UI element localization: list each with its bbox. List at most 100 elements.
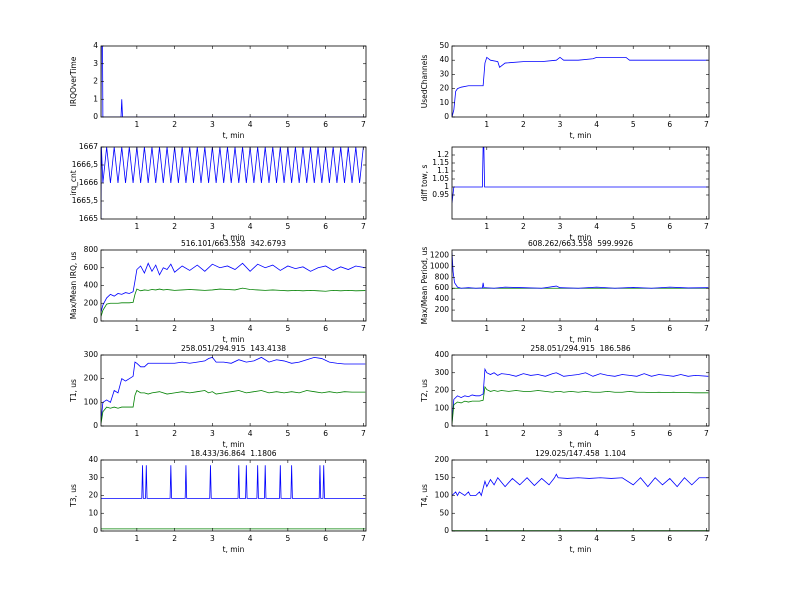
y-tick-label: 0 bbox=[444, 526, 449, 535]
y-axis-label: T3, us bbox=[69, 484, 78, 508]
x-tick-label: 6 bbox=[667, 324, 672, 333]
series-line bbox=[101, 465, 366, 499]
x-tick-label: 2 bbox=[172, 324, 177, 333]
x-tick-label: 7 bbox=[361, 120, 366, 129]
x-tick-label: 4 bbox=[248, 222, 253, 231]
x-tick-label: 6 bbox=[323, 534, 328, 543]
axes-box bbox=[451, 249, 710, 322]
x-tick-label: 1 bbox=[484, 120, 489, 129]
x-tick-label: 7 bbox=[704, 324, 709, 333]
x-axis-label: t, min bbox=[223, 131, 245, 140]
x-tick-label: 3 bbox=[558, 120, 563, 129]
y-tick-label: 200 bbox=[435, 386, 450, 395]
x-tick-label: 5 bbox=[285, 120, 290, 129]
y-tick-label: 300 bbox=[84, 350, 99, 359]
y-tick-label: 100 bbox=[435, 403, 450, 412]
y-tick-label: 300 bbox=[435, 368, 450, 377]
x-tick-label: 4 bbox=[248, 120, 253, 129]
x-tick-label: 7 bbox=[704, 534, 709, 543]
x-tick-label: 6 bbox=[323, 324, 328, 333]
x-tick-label: 2 bbox=[172, 120, 177, 129]
x-tick-label: 5 bbox=[631, 429, 636, 438]
x-tick-label: 3 bbox=[558, 222, 563, 231]
x-tick-label: 2 bbox=[172, 222, 177, 231]
y-axis-label: IRQOverTime bbox=[69, 56, 78, 106]
y-tick-label: 1 bbox=[444, 182, 449, 191]
x-tick-label: 4 bbox=[594, 324, 599, 333]
series-line bbox=[101, 287, 366, 317]
y-tick-label: 3 bbox=[93, 59, 98, 68]
x-tick-label: 3 bbox=[210, 429, 215, 438]
chart-title: 258.051/294.915 186.586 bbox=[530, 344, 631, 353]
x-axis-label: t, min bbox=[570, 131, 592, 140]
y-axis-label: T2, us bbox=[420, 379, 429, 403]
series-line bbox=[101, 147, 364, 219]
y-tick-label: 400 bbox=[435, 294, 450, 303]
axes-box bbox=[100, 354, 367, 427]
y-tick-label: 1665 bbox=[79, 214, 98, 223]
x-tick-label: 5 bbox=[631, 120, 636, 129]
x-tick-label: 7 bbox=[704, 429, 709, 438]
y-tick-label: 0 bbox=[93, 421, 98, 430]
x-tick-label: 4 bbox=[248, 534, 253, 543]
y-tick-label: 1.05 bbox=[432, 174, 449, 183]
x-tick-label: 2 bbox=[172, 534, 177, 543]
x-tick-label: 2 bbox=[521, 324, 526, 333]
x-tick-label: 5 bbox=[631, 324, 636, 333]
y-tick-label: 0 bbox=[444, 421, 449, 430]
x-tick-label: 6 bbox=[667, 534, 672, 543]
series-line bbox=[452, 252, 709, 289]
y-tick-label: 40 bbox=[88, 455, 98, 464]
y-tick-label: 1200 bbox=[430, 250, 449, 259]
x-tick-label: 1 bbox=[484, 324, 489, 333]
series-line bbox=[101, 389, 366, 424]
y-tick-label: 800 bbox=[435, 272, 450, 281]
y-tick-label: 0.95 bbox=[432, 190, 449, 199]
y-tick-label: 100 bbox=[435, 491, 450, 500]
x-tick-label: 4 bbox=[594, 120, 599, 129]
axes-box bbox=[451, 45, 710, 118]
x-tick-label: 7 bbox=[361, 222, 366, 231]
x-tick-label: 1 bbox=[484, 222, 489, 231]
chart-title: 129.025/147.458 1.104 bbox=[535, 449, 626, 458]
x-tick-label: 1 bbox=[484, 429, 489, 438]
y-tick-label: 1 bbox=[93, 94, 98, 103]
y-axis-label: UsedChannels bbox=[420, 55, 429, 109]
y-tick-label: 1.2 bbox=[437, 150, 449, 159]
y-axis-label: Max/Mean Period, us bbox=[420, 247, 429, 325]
y-tick-label: 4 bbox=[93, 41, 98, 50]
x-axis-label: t, min bbox=[570, 440, 592, 449]
x-tick-label: 3 bbox=[210, 324, 215, 333]
series-line bbox=[452, 367, 709, 423]
series-line bbox=[101, 262, 366, 313]
y-axis-label: Max/Mean IRQ, us bbox=[69, 252, 78, 320]
y-tick-label: 30 bbox=[439, 69, 449, 78]
chart-title: 608.262/663.558 599.9926 bbox=[528, 239, 633, 248]
x-tick-label: 5 bbox=[631, 534, 636, 543]
y-tick-label: 0 bbox=[93, 112, 98, 121]
y-tick-label: 600 bbox=[435, 283, 450, 292]
x-tick-label: 2 bbox=[172, 429, 177, 438]
series-line bbox=[452, 56, 709, 117]
x-tick-label: 3 bbox=[210, 120, 215, 129]
x-tick-label: 4 bbox=[594, 429, 599, 438]
x-tick-label: 4 bbox=[248, 324, 253, 333]
y-tick-label: 400 bbox=[84, 281, 99, 290]
y-tick-label: 200 bbox=[84, 374, 99, 383]
y-tick-label: 2 bbox=[93, 77, 98, 86]
x-tick-label: 6 bbox=[667, 429, 672, 438]
x-tick-label: 5 bbox=[631, 222, 636, 231]
y-tick-label: 1666,5 bbox=[72, 160, 98, 169]
y-tick-label: 0 bbox=[93, 316, 98, 325]
y-tick-label: 1000 bbox=[430, 261, 449, 270]
x-tick-label: 3 bbox=[558, 429, 563, 438]
x-tick-label: 5 bbox=[285, 429, 290, 438]
y-tick-label: 50 bbox=[439, 508, 449, 517]
y-tick-label: 20 bbox=[439, 84, 449, 93]
x-tick-label: 4 bbox=[594, 534, 599, 543]
x-tick-label: 3 bbox=[558, 534, 563, 543]
y-tick-label: 40 bbox=[439, 55, 449, 64]
y-tick-label: 0 bbox=[93, 526, 98, 535]
